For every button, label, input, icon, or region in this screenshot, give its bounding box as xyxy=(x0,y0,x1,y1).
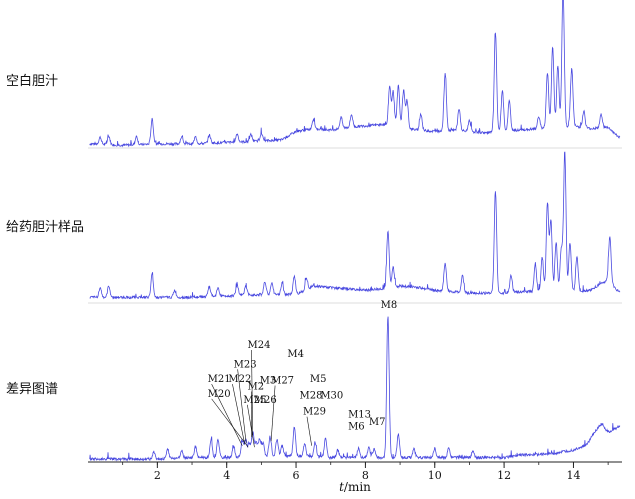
annotation-leader xyxy=(270,385,276,442)
peak-label-m6: M6 xyxy=(348,421,365,432)
peak-label-m20: M20 xyxy=(208,389,231,400)
x-axis-label-variable: t xyxy=(339,480,344,494)
peak-label-m13: M13 xyxy=(348,410,371,421)
x-tick-label: 6 xyxy=(293,469,300,482)
panel-label-dosed-bile: 给药胆汁样品 xyxy=(6,220,85,235)
peak-label-m28: M28 xyxy=(300,390,323,401)
x-tick-label: 8 xyxy=(362,469,369,482)
panel-3-trace xyxy=(89,316,621,462)
peak-label-m7: M7 xyxy=(369,417,386,428)
peak-label-m21: M21 xyxy=(208,374,231,385)
x-tick-label: 14 xyxy=(566,469,580,482)
annotation-leader xyxy=(211,383,243,446)
annotation-leader xyxy=(306,416,312,446)
x-axis-label-unit: /min xyxy=(344,480,371,494)
peak-label-m3: M3 xyxy=(260,376,277,387)
annotation-leader xyxy=(251,350,254,436)
peak-label-m24: M24 xyxy=(248,340,271,351)
annotation-leader xyxy=(232,384,246,445)
peak-label-m25: M25 xyxy=(243,395,266,406)
panel-2-trace xyxy=(89,151,621,300)
x-tick-label: 2 xyxy=(154,469,161,482)
peak-label-m30: M30 xyxy=(320,390,343,401)
annotation-leader xyxy=(211,398,249,448)
x-axis-label: t/min xyxy=(339,480,371,494)
panel-1-trace xyxy=(89,0,621,148)
panel-label-difference: 差异图谱 xyxy=(6,382,59,397)
x-tick-label: 10 xyxy=(428,469,442,482)
x-axis: 2 4 6 8 10 12 14 xyxy=(88,461,622,482)
traces-layer xyxy=(88,0,622,463)
peak-label-m22: M22 xyxy=(228,374,251,385)
peak-label-m4: M4 xyxy=(287,349,304,360)
peak-label-m29: M29 xyxy=(303,407,326,418)
peak-label-m2: M2 xyxy=(248,381,265,392)
peak-label-m8: M8 xyxy=(381,300,398,311)
peak-label-m26: M26 xyxy=(254,395,277,406)
x-tick-label: 12 xyxy=(497,469,511,482)
annotation-leader xyxy=(247,404,255,448)
peak-label-m5: M5 xyxy=(310,374,327,385)
peak-label-m23: M23 xyxy=(234,359,257,370)
x-tick-label: 4 xyxy=(223,469,230,482)
peak-label-m27: M27 xyxy=(271,376,294,387)
annotation-leader xyxy=(237,369,247,443)
panel-label-blank-bile: 空白胆汁 xyxy=(6,74,59,89)
